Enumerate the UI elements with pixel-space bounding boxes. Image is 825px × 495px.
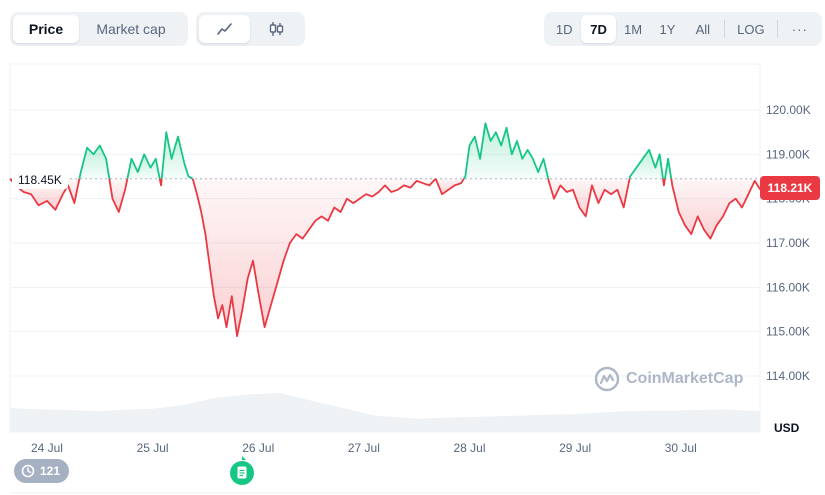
- price-line-down: [662, 178, 666, 187]
- price-fill-up: [629, 149, 663, 179]
- coinmarketcap-watermark: CoinMarketCap: [594, 366, 743, 392]
- toolbar-divider: [723, 20, 725, 38]
- price-line-down: [547, 178, 631, 218]
- price-fill-down: [671, 178, 760, 239]
- chart-type-toggle: [196, 12, 305, 46]
- y-tick-label: 116.00K: [766, 280, 810, 294]
- range-1y-button[interactable]: 1Y: [659, 21, 676, 37]
- x-tick-label: 24 Jul: [31, 441, 63, 455]
- grid-lines: [10, 109, 760, 377]
- price-fill-up: [127, 154, 160, 179]
- line-chart-button[interactable]: [199, 15, 250, 43]
- watermark-text: CoinMarketCap: [626, 370, 744, 387]
- range-7d-button[interactable]: 7D: [581, 15, 616, 43]
- events-count: 121: [40, 464, 61, 478]
- x-axis-labels: 24 Jul 25 Jul 26 Jul 27 Jul 28 Jul 29 Jul 30 J…: [31, 441, 697, 455]
- history-icon: [21, 464, 35, 478]
- y-axis-labels: 114.00K115.00K116.00K117.00K118.00K119.0…: [766, 103, 811, 383]
- toolbar-divider: [776, 20, 778, 38]
- price-fill-down: [109, 178, 128, 212]
- x-tick-label: 25 Jul: [137, 441, 169, 455]
- events-history-button[interactable]: 121: [14, 459, 70, 483]
- range-toggle: 1D 7D 1M 1Y All LOG ···: [544, 12, 822, 46]
- price-fill-down: [435, 178, 464, 195]
- x-tick-label: 30 Jul: [665, 441, 697, 455]
- price-line-up: [160, 131, 194, 180]
- more-options-button[interactable]: ···: [791, 21, 808, 37]
- y-tick-label: 119.00K: [766, 147, 810, 161]
- reference-price-label: 118.45K: [12, 171, 68, 189]
- news-event-marker[interactable]: [229, 456, 255, 486]
- price-line-down: [191, 178, 437, 337]
- volume-area: [10, 393, 760, 432]
- candlestick-chart-button[interactable]: [250, 15, 301, 43]
- price-line-up: [664, 157, 673, 179]
- price-fill-down: [192, 178, 436, 337]
- price-line-down: [9, 178, 81, 211]
- price-fill: [10, 123, 760, 337]
- x-tick-label: 28 Jul: [453, 441, 485, 455]
- volume-shape: [10, 393, 760, 432]
- price-line-up: [628, 149, 664, 179]
- x-tick-label: 29 Jul: [559, 441, 591, 455]
- y-tick-label: 117.00K: [766, 236, 810, 250]
- price-line-down: [158, 178, 163, 187]
- x-tick-label: 27 Jul: [348, 441, 380, 455]
- price-fill-up: [463, 123, 549, 179]
- range-all-button[interactable]: All: [695, 21, 711, 37]
- range-1m-button[interactable]: 1M: [623, 21, 643, 37]
- y-tick-label: 115.00K: [766, 325, 810, 339]
- coinmarketcap-logo-icon: [594, 366, 620, 392]
- y-tick-label: 114.00K: [766, 369, 810, 383]
- price-line-down: [108, 178, 129, 213]
- price-line-up: [463, 122, 550, 180]
- document-icon: [230, 456, 254, 485]
- y-axis-unit: USD: [774, 421, 800, 435]
- y-tick-label: 120.00K: [766, 103, 811, 117]
- price-line-down: [670, 178, 761, 240]
- range-1d-button[interactable]: 1D: [555, 21, 573, 37]
- metric-toggle: Price Market cap: [10, 12, 188, 46]
- price-line-up: [78, 144, 111, 179]
- log-scale-button[interactable]: LOG: [737, 21, 765, 37]
- tab-price[interactable]: Price: [13, 15, 79, 43]
- price-line-up: [126, 153, 161, 179]
- x-tick-label: 26 Jul: [242, 441, 274, 455]
- price-line-down: [434, 178, 465, 196]
- tab-market-cap[interactable]: Market cap: [96, 21, 166, 37]
- candlestick-chart-icon: [269, 22, 283, 36]
- line-chart-icon: [216, 23, 232, 35]
- price-line: [9, 122, 761, 337]
- price-fill-up: [79, 145, 110, 179]
- current-price-badge: 118.21K: [760, 176, 820, 200]
